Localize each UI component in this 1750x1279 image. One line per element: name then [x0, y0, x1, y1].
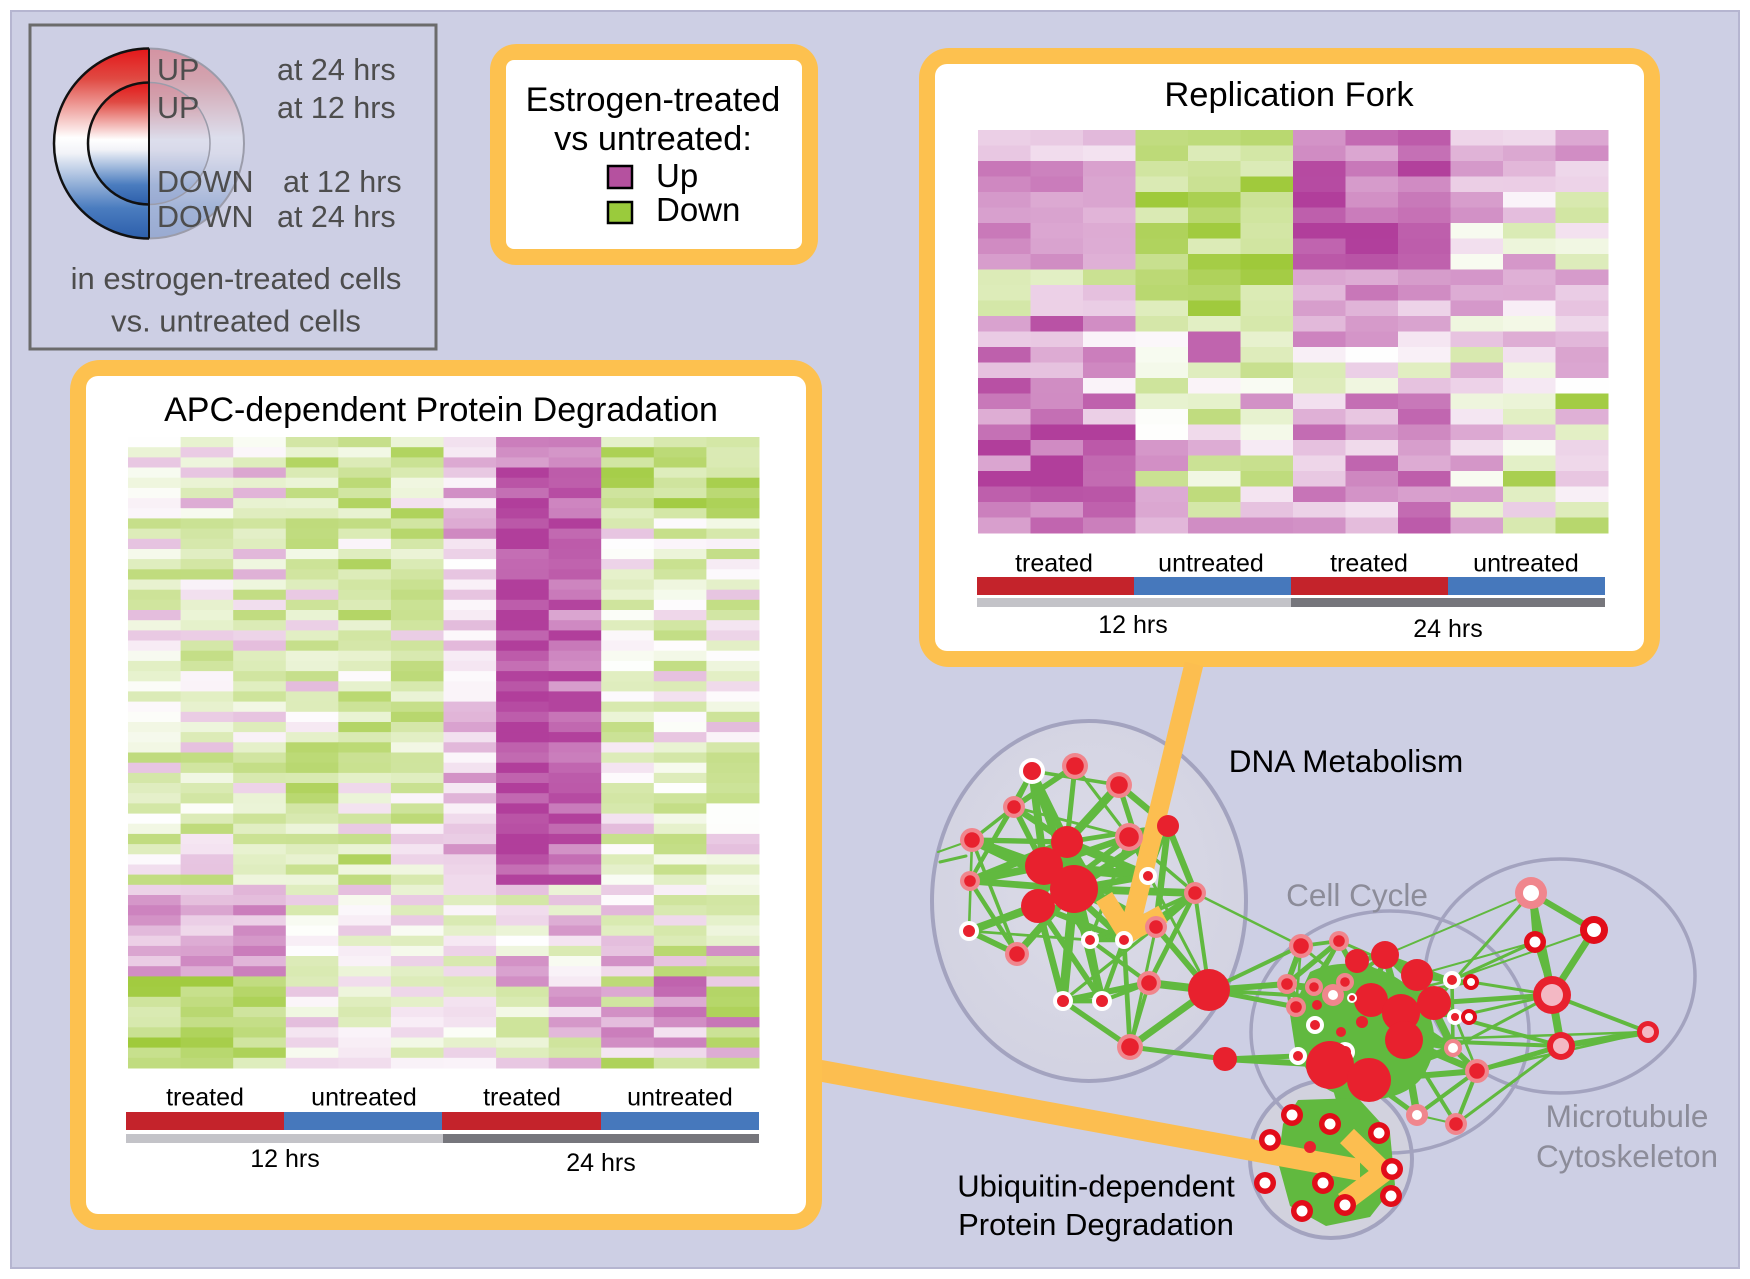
- svg-text:DOWN: DOWN: [157, 165, 254, 199]
- svg-text:DNA Metabolism: DNA Metabolism: [1229, 743, 1464, 779]
- svg-text:treated: treated: [483, 1084, 561, 1112]
- svg-text:UP: UP: [157, 53, 199, 87]
- svg-text:at 12 hrs: at 12 hrs: [277, 91, 396, 125]
- svg-text:Cell Cycle: Cell Cycle: [1286, 877, 1428, 913]
- svg-text:Down: Down: [656, 191, 740, 228]
- svg-text:at 24 hrs: at 24 hrs: [277, 200, 396, 234]
- svg-text:at 12 hrs: at 12 hrs: [283, 165, 402, 199]
- svg-text:DOWN: DOWN: [157, 200, 254, 234]
- svg-text:APC-dependent Protein Degradat: APC-dependent Protein Degradation: [164, 391, 718, 429]
- svg-text:Up: Up: [656, 157, 698, 194]
- svg-text:untreated: untreated: [311, 1084, 417, 1112]
- svg-text:24 hrs: 24 hrs: [1413, 615, 1482, 643]
- svg-text:Microtubule: Microtubule: [1546, 1098, 1709, 1134]
- svg-text:treated: treated: [1015, 550, 1093, 578]
- svg-text:untreated: untreated: [627, 1084, 733, 1112]
- svg-text:Ubiquitin-dependent: Ubiquitin-dependent: [957, 1169, 1235, 1204]
- svg-text:12 hrs: 12 hrs: [250, 1145, 319, 1173]
- svg-text:in estrogen-treated cells: in estrogen-treated cells: [71, 261, 402, 296]
- svg-text:Replication Fork: Replication Fork: [1164, 76, 1414, 114]
- svg-text:Cytoskeleton: Cytoskeleton: [1536, 1138, 1718, 1174]
- svg-text:vs untreated:: vs untreated:: [554, 120, 752, 158]
- svg-text:treated: treated: [166, 1084, 244, 1112]
- svg-text:Estrogen-treated: Estrogen-treated: [526, 81, 781, 119]
- svg-text:treated: treated: [1330, 550, 1408, 578]
- svg-text:24 hrs: 24 hrs: [566, 1149, 635, 1177]
- svg-text:vs. untreated cells: vs. untreated cells: [111, 304, 361, 339]
- svg-text:12 hrs: 12 hrs: [1098, 611, 1167, 639]
- svg-text:Protein Degradation: Protein Degradation: [958, 1207, 1234, 1242]
- svg-text:UP: UP: [157, 91, 199, 125]
- svg-text:untreated: untreated: [1473, 550, 1579, 578]
- svg-text:untreated: untreated: [1158, 550, 1264, 578]
- svg-text:at 24 hrs: at 24 hrs: [277, 53, 396, 87]
